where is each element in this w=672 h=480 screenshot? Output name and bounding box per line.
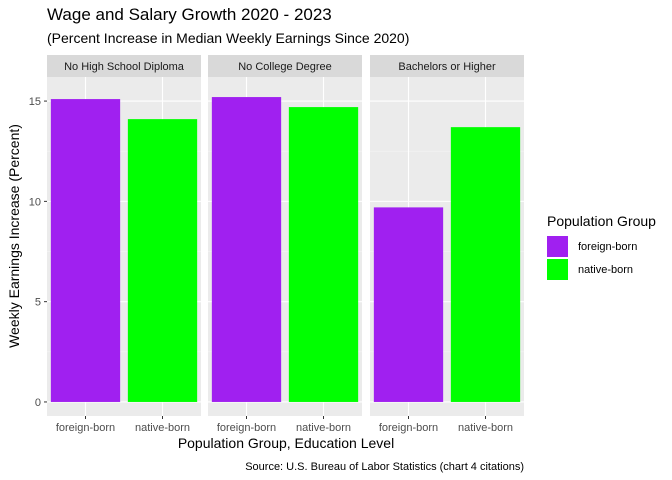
chart-subtitle: (Percent Increase in Median Weekly Earni… [47, 30, 409, 46]
bar-foreign-born [373, 207, 444, 402]
legend: Population Group foreign-born native-bor… [547, 213, 656, 280]
bar-foreign-born [50, 99, 121, 402]
facet-panels: No High School Diploma foreign-born native… [47, 55, 524, 434]
facet-strip [47, 55, 201, 77]
legend-title: Population Group [547, 213, 656, 229]
x-tick-label: foreign-born [379, 422, 438, 434]
y-tick-label: 0 [35, 397, 41, 409]
facet-strip-label: No College Degree [238, 61, 332, 73]
y-axis: 0 5 10 15 [29, 96, 47, 409]
x-tick-label: foreign-born [217, 422, 276, 434]
y-axis-label: Weekly Earnings Increase (Percent) [6, 124, 22, 348]
bar-foreign-born [211, 97, 282, 402]
legend-label-native-born: native-born [578, 264, 633, 276]
facet-strip-label: No High School Diploma [64, 61, 185, 73]
facet-strip-label: Bachelors or Higher [398, 61, 496, 73]
chart-title: Wage and Salary Growth 2020 - 2023 [47, 5, 332, 24]
facet-panel-1: No College Degree foreign-born native-born [208, 55, 362, 434]
legend-swatch-foreign-born [547, 236, 568, 257]
chart-caption: Source: U.S. Bureau of Labor Statistics … [245, 461, 524, 473]
facet-panel-2: Bachelors or Higher foreign-born native-bo… [370, 55, 524, 434]
facet-strip [208, 55, 362, 77]
y-tick-label: 5 [35, 297, 41, 309]
y-tick-label: 15 [29, 96, 41, 108]
y-tick-label: 10 [29, 196, 41, 208]
x-tick-label: native-born [458, 422, 513, 434]
bar-native-born [127, 119, 198, 402]
x-tick-label: native-born [296, 422, 351, 434]
facet-panel-0: No High School Diploma foreign-born native… [47, 55, 201, 434]
bar-native-born [450, 127, 521, 402]
legend-label-foreign-born: foreign-born [578, 241, 637, 253]
x-tick-label: foreign-born [56, 422, 115, 434]
facet-strip [370, 55, 524, 77]
bar-native-born [288, 107, 359, 402]
x-axis-label: Population Group, Education Level [178, 435, 394, 451]
legend-swatch-native-born [547, 259, 568, 280]
x-tick-label: native-born [135, 422, 190, 434]
